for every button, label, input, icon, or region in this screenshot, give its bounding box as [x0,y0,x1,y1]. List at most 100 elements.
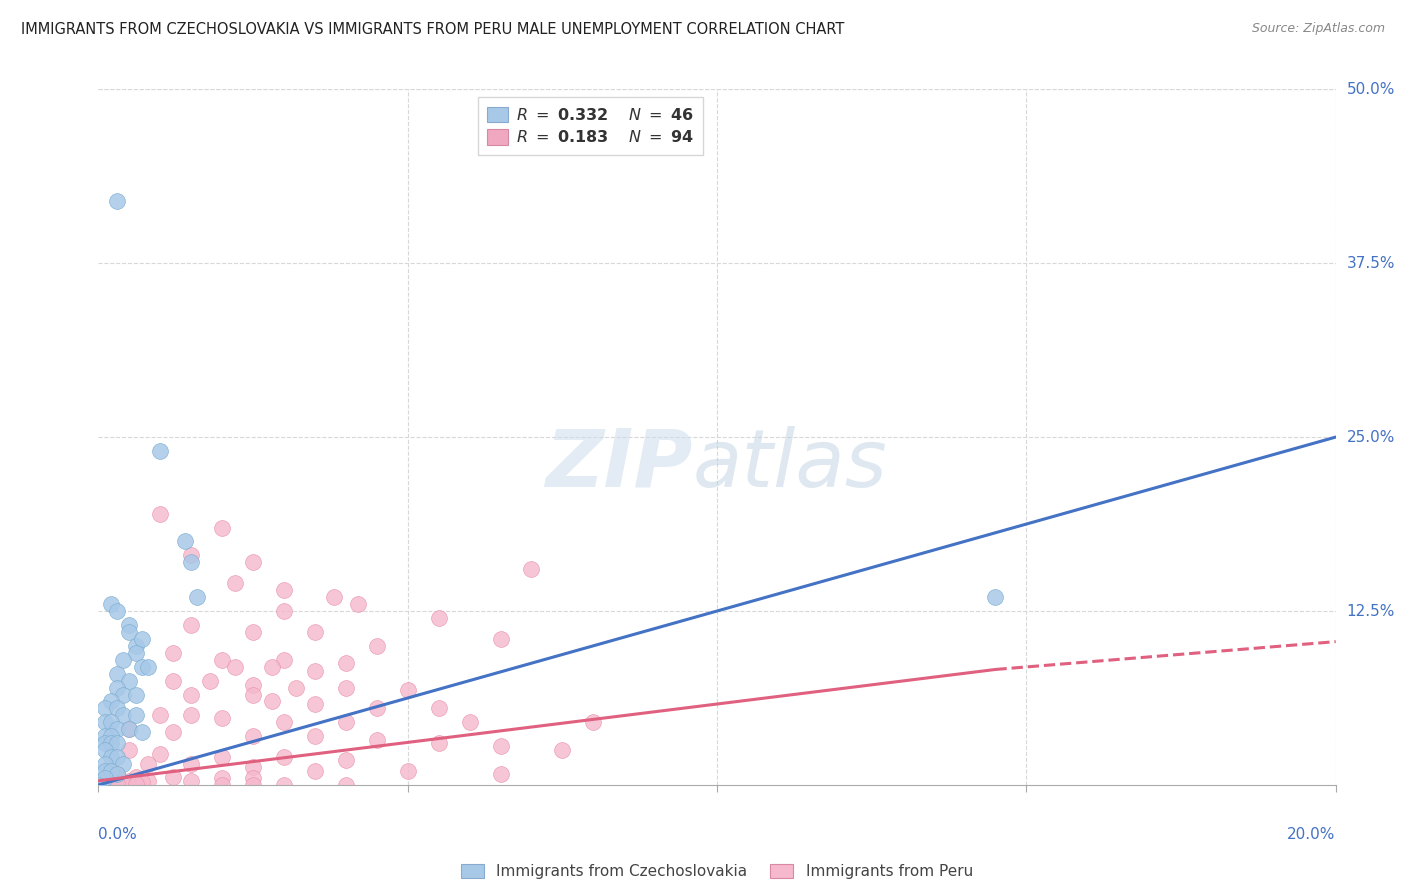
Point [131,659,153,673]
Text: Source: ZipAtlas.com: Source: ZipAtlas.com [1251,22,1385,36]
Point [112,653,135,667]
Point [131,775,153,789]
Point [87,778,110,792]
Point [87,778,110,792]
Point [93,729,115,743]
Point [124,770,146,784]
Point [242,624,264,639]
Point [136,659,159,673]
Point [105,723,128,737]
Point [105,604,128,618]
Point [335,681,357,695]
Text: atlas: atlas [692,425,887,504]
Point [180,757,202,772]
Point [304,664,326,678]
Point [87,778,110,792]
Point [136,773,159,788]
Point [260,694,283,708]
Point [304,624,326,639]
Point [100,694,122,708]
Point [489,632,512,646]
Point [366,733,388,747]
Point [112,775,135,789]
Point [273,750,295,764]
Point [174,534,197,549]
Point [93,701,115,715]
Point [211,750,233,764]
Point [180,773,202,788]
Point [118,673,141,688]
Point [224,576,246,591]
Point [551,743,574,757]
Point [427,701,450,715]
Point [118,723,141,737]
Point [224,659,246,673]
Point [180,708,202,723]
Point [427,611,450,625]
Point [211,771,233,785]
Point [87,778,110,792]
Point [105,736,128,750]
Point [366,639,388,653]
Point [93,773,115,788]
Point [582,715,605,730]
Point [242,688,264,702]
Point [242,555,264,569]
Point [105,750,128,764]
Text: ZIP: ZIP [546,425,692,504]
Point [304,764,326,778]
Point [100,715,122,730]
Point [520,562,543,576]
Point [273,715,295,730]
Point [87,778,110,792]
Point [242,678,264,692]
Point [87,778,110,792]
Point [211,653,233,667]
Point [87,778,110,792]
Point [285,681,308,695]
Point [136,757,159,772]
Point [396,764,419,778]
Point [93,764,115,778]
Point [93,771,115,785]
Point [112,688,135,702]
Point [396,683,419,698]
Point [118,723,141,737]
Point [87,778,110,792]
Point [100,764,122,778]
Point [131,725,153,739]
Point [242,760,264,774]
Point [180,555,202,569]
Legend: Immigrants from Czechoslovakia, Immigrants from Peru: Immigrants from Czechoslovakia, Immigran… [456,858,979,885]
Point [162,673,184,688]
Point [124,776,146,790]
Point [93,757,115,772]
Point [198,673,221,688]
Point [124,688,146,702]
Point [87,778,110,792]
Point [335,715,357,730]
Point [100,736,122,750]
Point [105,681,128,695]
Point [162,725,184,739]
Point [87,778,110,792]
Point [118,624,141,639]
Point [87,778,110,792]
Point [105,776,128,790]
Point [149,747,172,762]
Point [105,771,128,785]
Point [100,750,122,764]
Point [118,618,141,632]
Point [180,549,202,563]
Point [124,646,146,660]
Point [273,583,295,598]
Point [93,743,115,757]
Point [335,778,357,792]
Point [366,701,388,715]
Point [149,708,172,723]
Point [489,739,512,753]
Point [149,444,172,458]
Point [273,604,295,618]
Point [242,771,264,785]
Point [93,715,115,730]
